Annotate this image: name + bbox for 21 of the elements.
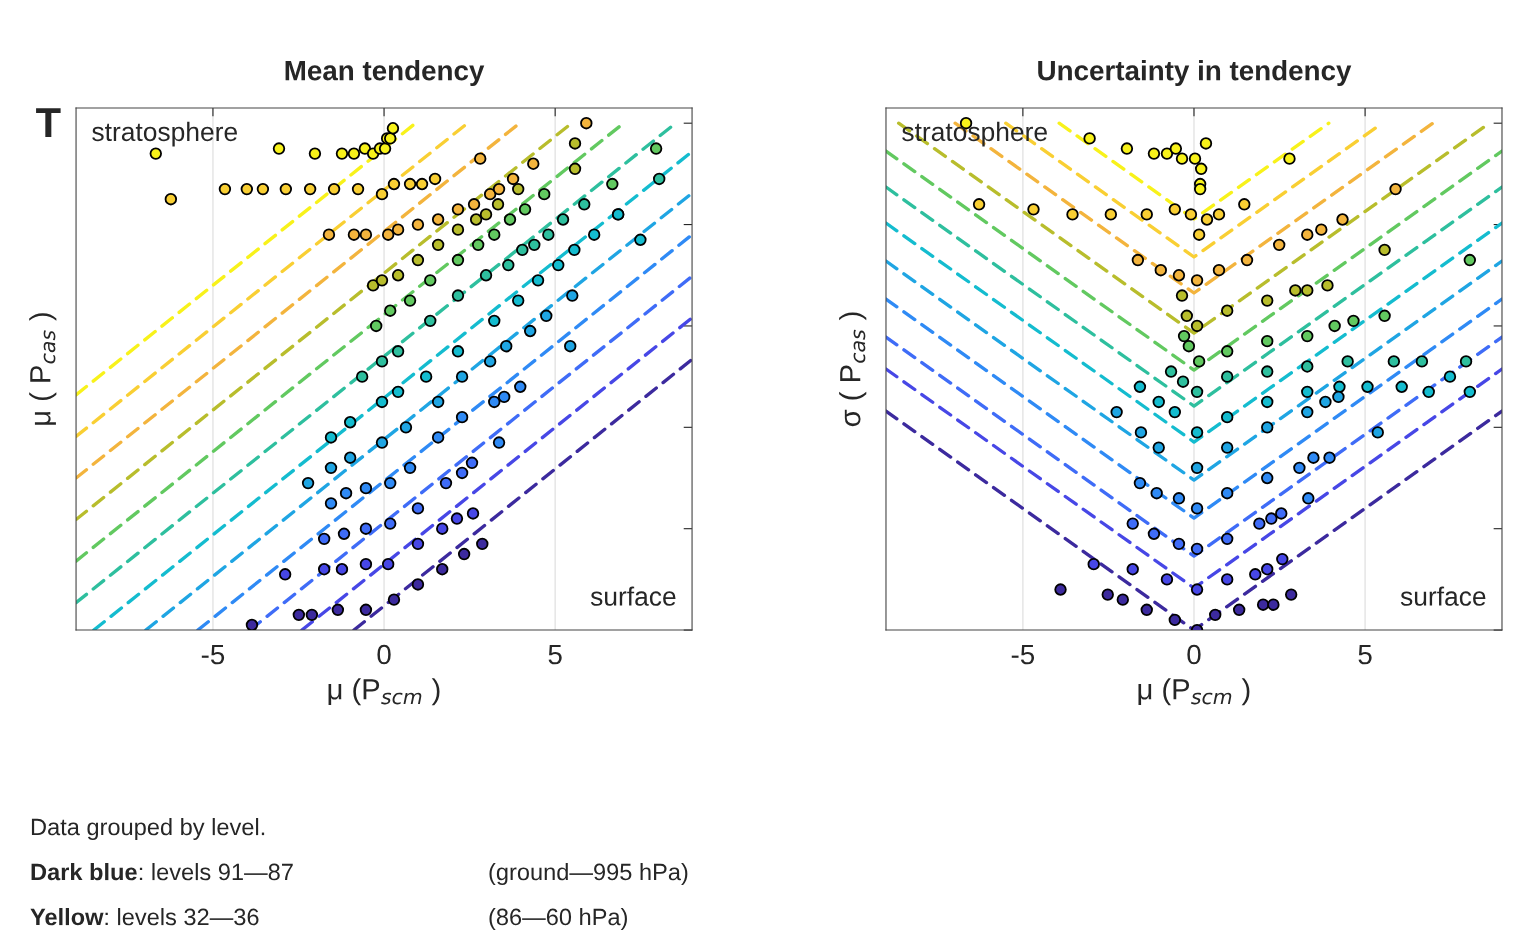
x-tick-label: 5 [1358, 644, 1372, 665]
annotation: surface [590, 586, 676, 606]
text: Dark blue: levels 91—87 [31, 862, 293, 881]
x-tick-label: 0 [377, 644, 391, 665]
x-tick-label: 0 [1187, 644, 1201, 665]
x-tick-label: 5 [548, 644, 562, 665]
y-axis-title: μ ( P$_{cas}$ ) [29, 313, 57, 425]
chart-title: Uncertainty in tendency [1038, 60, 1352, 86]
x-axis-title: μ (P$_{scm}$ ) [1138, 678, 1250, 706]
text: Yellow: levels 32—36 [30, 907, 259, 926]
annotation: stratosphere [92, 121, 237, 147]
x-tick-label: -5 [201, 644, 225, 665]
text: Data grouped by level. [31, 817, 265, 841]
chart-title: Mean tendency [285, 60, 485, 86]
x-tick-label: -5 [1011, 644, 1035, 665]
text: (86—60 hPa) [489, 907, 627, 930]
y-axis-title: σ ( P$_{cas}$ ) [839, 312, 867, 427]
text: T [36, 108, 61, 138]
annotation: surface [1400, 586, 1486, 606]
text: (ground—995 hPa) [489, 862, 688, 886]
x-axis-title: μ (P$_{scm}$ ) [328, 678, 440, 706]
